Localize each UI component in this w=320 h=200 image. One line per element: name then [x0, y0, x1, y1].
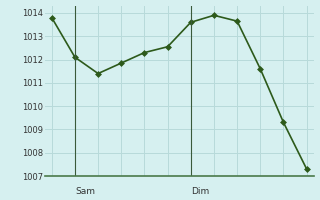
Text: Sam: Sam — [75, 187, 95, 196]
Text: Dim: Dim — [191, 187, 209, 196]
